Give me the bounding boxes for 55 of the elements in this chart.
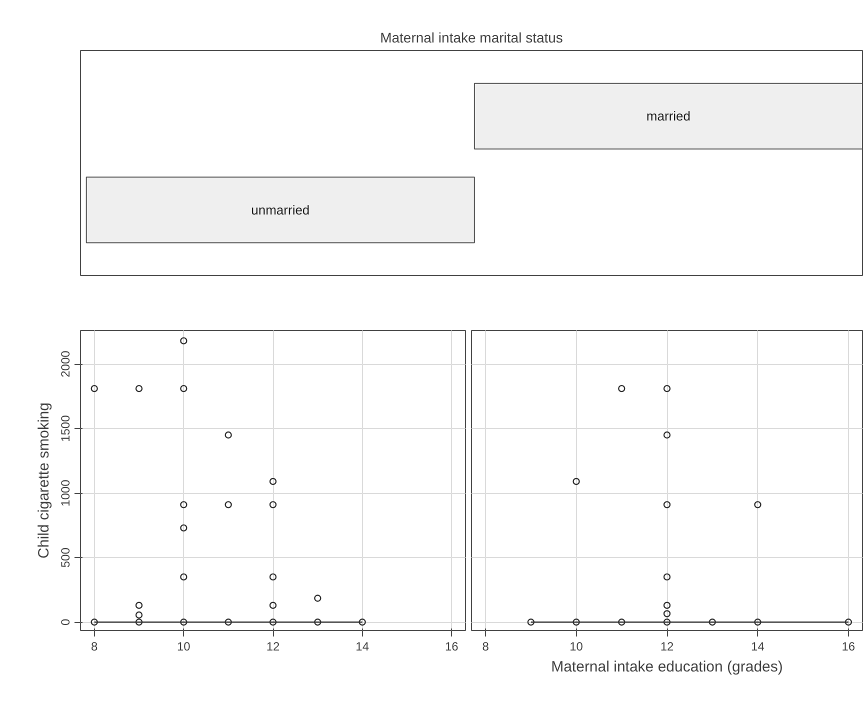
point bbox=[314, 594, 322, 602]
category-label: married bbox=[646, 108, 691, 124]
point bbox=[224, 501, 232, 508]
point bbox=[663, 618, 671, 626]
point bbox=[269, 501, 277, 508]
point bbox=[663, 573, 671, 581]
x-tick-label: 16 bbox=[842, 640, 856, 654]
point bbox=[572, 478, 580, 486]
y-tick-label: 0 bbox=[58, 618, 72, 626]
point bbox=[135, 618, 143, 626]
point bbox=[180, 337, 188, 344]
y-tick-label: 1000 bbox=[58, 479, 72, 506]
category-label: unmarried bbox=[251, 202, 310, 218]
point bbox=[135, 602, 143, 609]
point bbox=[708, 618, 716, 626]
x-tick-label: 14 bbox=[356, 640, 370, 654]
x-tick-label: 16 bbox=[444, 640, 459, 654]
point bbox=[180, 524, 188, 532]
point bbox=[663, 431, 671, 439]
point bbox=[314, 618, 322, 626]
x-tick-label: 12 bbox=[266, 640, 280, 654]
x-axis-title: Maternal intake education (grades) bbox=[551, 658, 783, 676]
point bbox=[663, 610, 671, 618]
point bbox=[269, 618, 277, 626]
x-tick-label: 14 bbox=[751, 640, 765, 654]
point bbox=[269, 478, 277, 486]
point bbox=[180, 573, 188, 581]
point bbox=[663, 501, 671, 508]
point bbox=[180, 618, 188, 626]
point bbox=[90, 384, 98, 392]
x-tick-label: 8 bbox=[482, 640, 490, 654]
x-tick-label: 8 bbox=[91, 640, 98, 654]
point bbox=[180, 384, 188, 392]
point bbox=[180, 501, 188, 508]
point bbox=[135, 384, 143, 392]
point bbox=[663, 602, 671, 609]
x-tick-label: 10 bbox=[570, 640, 584, 654]
point bbox=[754, 618, 762, 626]
point bbox=[618, 618, 626, 626]
x-tick-label: 10 bbox=[177, 640, 191, 654]
point bbox=[224, 618, 232, 626]
point bbox=[269, 602, 277, 609]
y-tick-label: 2000 bbox=[58, 350, 72, 378]
y-tick-label: 1500 bbox=[58, 414, 72, 442]
y-axis-title: Child cigarette smoking bbox=[36, 402, 52, 558]
point bbox=[224, 431, 232, 439]
point bbox=[135, 611, 143, 619]
point bbox=[572, 618, 580, 626]
y-tick-label: 500 bbox=[58, 547, 72, 568]
point bbox=[618, 384, 626, 392]
x-tick-label: 12 bbox=[660, 640, 674, 654]
point bbox=[754, 501, 762, 508]
text: Maternal intake marital status bbox=[380, 30, 563, 46]
point bbox=[663, 384, 671, 392]
point bbox=[269, 573, 277, 581]
